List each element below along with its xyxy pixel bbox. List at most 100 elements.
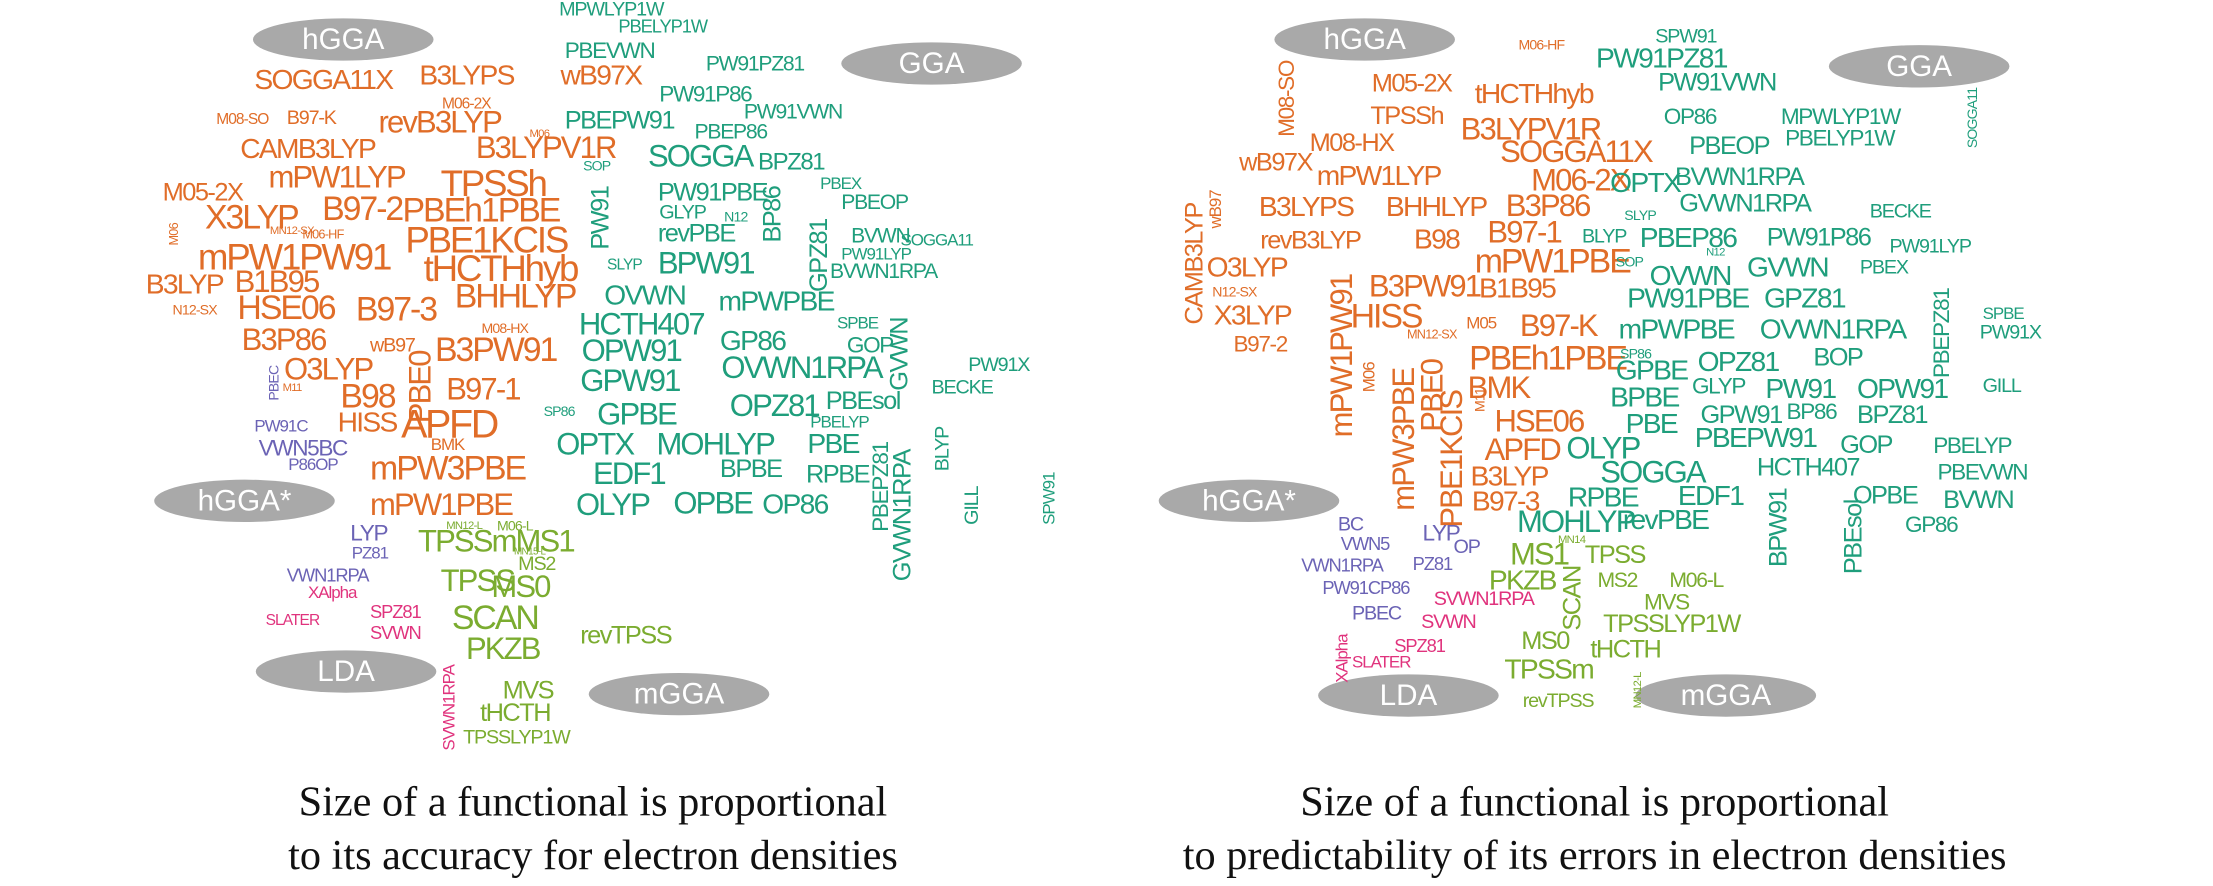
functional-name: SOGGA11	[1964, 87, 1980, 148]
functional-name: N12-SX	[173, 302, 219, 318]
functional-name: SLYP	[607, 256, 642, 273]
functional-name: PW91PBE	[658, 178, 768, 206]
functional-name: tHCTHhyb	[424, 248, 578, 289]
group-pill	[154, 479, 335, 523]
functional-name: MN14	[1558, 534, 1586, 546]
functional-name: BHHLYP	[455, 278, 576, 316]
functional-name: mPW1PW91	[1324, 274, 1359, 437]
functional-name: BPZ81	[1857, 401, 1927, 429]
functional-name: BVWN	[851, 225, 909, 248]
group-pill	[841, 42, 1022, 85]
functional-name: BVWN	[1943, 486, 2013, 514]
functional-name: HCTH407	[1757, 453, 1860, 481]
functional-name: RPBE	[806, 461, 870, 489]
functional-name: PBE1KCIS	[1434, 390, 1469, 528]
functional-name: N12-SX	[1212, 283, 1258, 299]
functional-name: SVWN	[370, 622, 421, 643]
functional-name: B3LYP	[1470, 459, 1548, 491]
functional-name: revTPSS	[580, 621, 671, 649]
functional-name: B3PW91	[1369, 268, 1481, 303]
caption: Size of a functional is proportional	[299, 778, 888, 825]
functional-name: PKZB	[466, 631, 541, 666]
functional-name: BC	[1338, 513, 1364, 535]
functional-name: LYP	[1423, 520, 1460, 545]
functional-name: SOGGA11X	[1500, 134, 1654, 169]
functional-name: VWN5BC	[259, 436, 348, 461]
functional-name: TPSS	[441, 563, 516, 598]
functional-name: B1B95	[235, 264, 319, 299]
functional-name: MOHLYP	[1517, 504, 1636, 539]
functional-name: PBE0	[403, 350, 438, 423]
functional-name: mPWPBE	[1619, 313, 1735, 345]
group-label: mGGA	[1681, 679, 1772, 712]
functional-name: BMK	[431, 435, 466, 454]
functional-name: GOP	[847, 333, 893, 358]
functional-name: PW91	[1765, 372, 1836, 404]
functional-name: revPBE	[1623, 503, 1709, 535]
functional-name: PBEh1PBE	[1469, 340, 1627, 378]
functional-name: SOGGA	[648, 138, 755, 173]
functional-name: O3LYP	[1207, 251, 1288, 283]
functional-name: revTPSS	[1523, 690, 1595, 712]
functional-name: mPW1PBE	[370, 487, 513, 522]
functional-name: HSE06	[1494, 404, 1584, 439]
group-pill	[1274, 18, 1455, 61]
functional-name: PBEX	[1860, 257, 1909, 279]
functional-name: PBEX	[820, 174, 862, 193]
functional-name: TPSSh	[1370, 102, 1443, 130]
functional-name: LYP	[350, 520, 387, 545]
functional-name: tHCTH	[480, 699, 550, 727]
functional-name: GOP	[1840, 431, 1892, 459]
functional-name: OP86	[762, 488, 828, 520]
functional-name: SPW91	[1039, 472, 1058, 525]
functional-name: OPZ81	[1698, 345, 1780, 377]
functional-name: PW91VWN	[744, 101, 842, 124]
functional-name: BOP	[1813, 343, 1863, 371]
functional-name: B3LYP	[146, 267, 224, 299]
functional-name: PBEPW91	[565, 106, 675, 134]
functional-name: M06-L	[1669, 569, 1724, 592]
functional-name: B3LYPV1R	[1461, 112, 1601, 147]
functional-name: GPBE	[1616, 354, 1688, 386]
functional-name: PW91X	[968, 354, 1030, 376]
functional-name: SPW91	[1655, 25, 1717, 47]
functional-name: M06-HF	[1518, 36, 1565, 52]
functional-name: BECKE	[932, 377, 994, 399]
functional-name: wB97	[369, 334, 415, 356]
functional-name: PBEPW91	[1695, 421, 1817, 453]
functional-name: PW91	[586, 186, 614, 249]
functional-name: M06	[529, 128, 549, 140]
functional-name: N12	[1706, 246, 1725, 258]
functional-name: EDF1	[593, 456, 665, 491]
caption: to its accuracy for electron densities	[288, 832, 898, 879]
functional-name: PW91VWN	[1658, 68, 1776, 96]
functional-name: PZ81	[352, 544, 389, 563]
functional-name: wB97X	[560, 59, 644, 91]
group-label: hGGA	[302, 23, 385, 56]
functional-name: SOGGA	[1600, 455, 1707, 490]
functional-name: OP	[1454, 536, 1481, 558]
functional-name: mPW1LYP	[268, 160, 406, 195]
group-label: LDA	[1380, 679, 1438, 712]
functional-name: PKZB	[1489, 564, 1557, 596]
functional-name: M06-2X	[442, 96, 492, 113]
functional-name: PBELYP1W	[618, 15, 708, 36]
functional-name: wB97X	[1238, 149, 1313, 177]
functional-name: B98	[340, 378, 395, 416]
functional-name: OPBE	[673, 486, 753, 521]
functional-name: MS0	[1521, 627, 1570, 655]
functional-name: PBEsol	[1839, 500, 1867, 574]
functional-name: APFD	[401, 402, 498, 446]
functional-name: MVS	[503, 676, 554, 704]
functional-name: SPZ81	[370, 601, 421, 622]
functional-name: mPW1PBE	[1475, 242, 1631, 280]
functional-name: GPZ81	[805, 219, 833, 292]
functional-name: HISS	[1351, 297, 1423, 335]
functional-name: B97-1	[446, 371, 520, 406]
functional-name: PBELYP	[1933, 433, 2011, 458]
functional-name: BPW91	[658, 246, 754, 281]
functional-name: BVWN1RPA	[1675, 163, 1805, 191]
functional-name: B98	[1414, 222, 1460, 254]
group-pill	[255, 650, 437, 693]
functional-name: N12	[724, 209, 748, 225]
